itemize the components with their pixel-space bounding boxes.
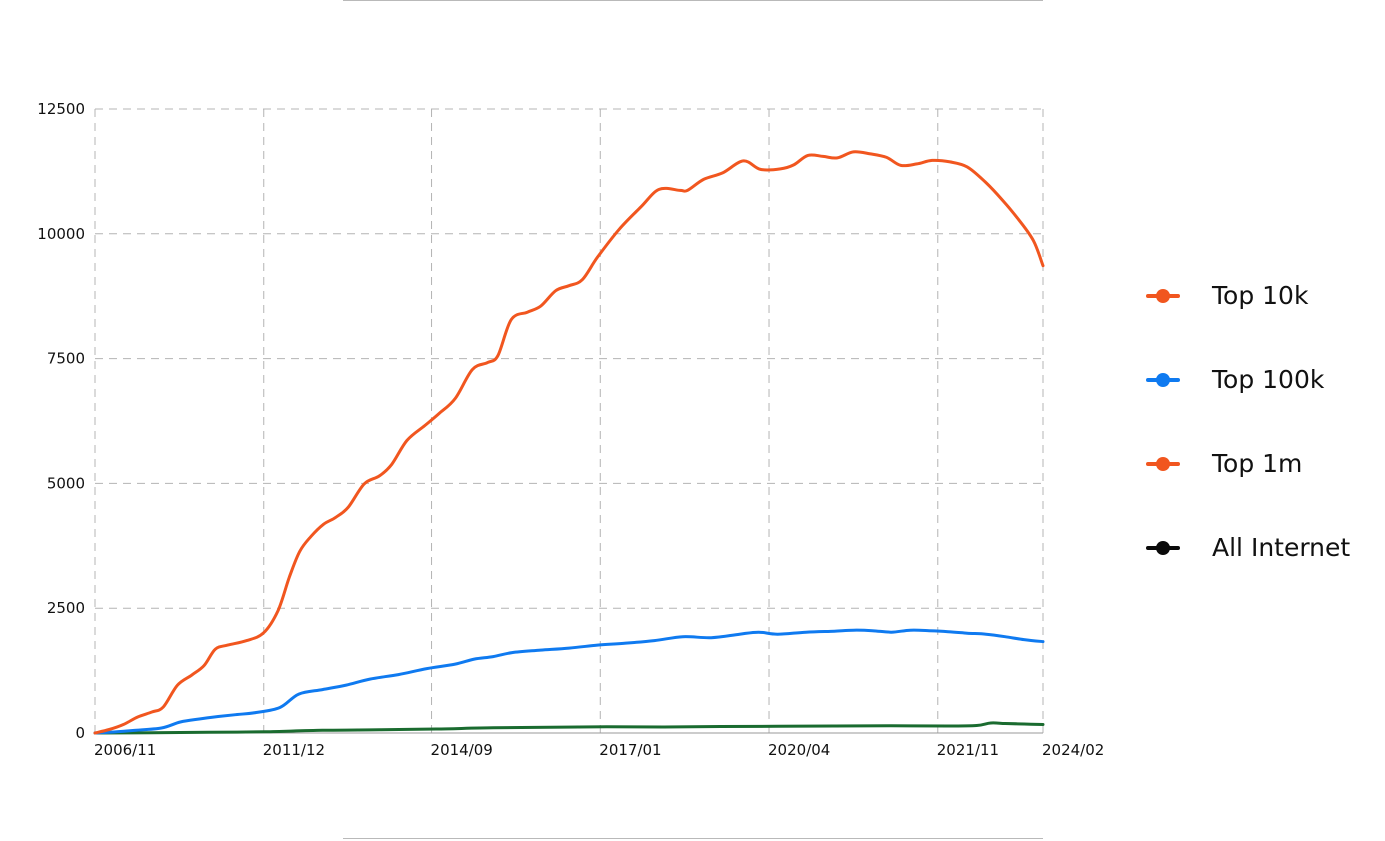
legend-label: Top 10k — [1212, 281, 1309, 310]
x-tick-label: 2021/11 — [937, 741, 999, 759]
series-line-top-10k — [93, 150, 1045, 735]
legend-marker-icon — [1156, 289, 1170, 303]
top-rule — [343, 0, 1043, 1]
legend-item-all-internet[interactable]: All Internet — [1146, 528, 1376, 612]
legend-marker-icon — [1156, 373, 1170, 387]
series-line-top-100k — [93, 628, 1045, 735]
y-tick-label: 12500 — [37, 100, 85, 118]
bottom-rule — [343, 838, 1043, 839]
legend-item-top-1m[interactable]: Top 1m — [1146, 444, 1376, 528]
x-tick-label: 2017/01 — [599, 741, 661, 759]
x-tick-label: 2014/09 — [431, 741, 493, 759]
y-tick-label: 7500 — [47, 350, 85, 368]
x-tick-label: 2011/12 — [263, 741, 325, 759]
legend-label: Top 100k — [1212, 365, 1325, 394]
legend-item-top-10k[interactable]: Top 10k — [1146, 276, 1376, 360]
x-tick-label: 2006/11 — [94, 741, 156, 759]
y-tick-label: 0 — [75, 724, 85, 742]
y-tick-label: 10000 — [37, 225, 85, 243]
legend-marker-icon — [1156, 541, 1170, 555]
y-tick-label: 2500 — [47, 599, 85, 617]
x-tick-label: 2020/04 — [768, 741, 830, 759]
legend-label: Top 1m — [1212, 449, 1303, 478]
legend-label: All Internet — [1212, 533, 1351, 562]
series-line-unlabeled — [93, 721, 1045, 735]
y-tick-label: 5000 — [47, 474, 85, 492]
legend-item-top-100k[interactable]: Top 100k — [1146, 360, 1376, 444]
legend: Top 10k Top 100k Top 1m All Internet — [1146, 276, 1376, 612]
legend-marker-icon — [1156, 457, 1170, 471]
x-tick-label: 2024/02 — [1042, 741, 1104, 759]
